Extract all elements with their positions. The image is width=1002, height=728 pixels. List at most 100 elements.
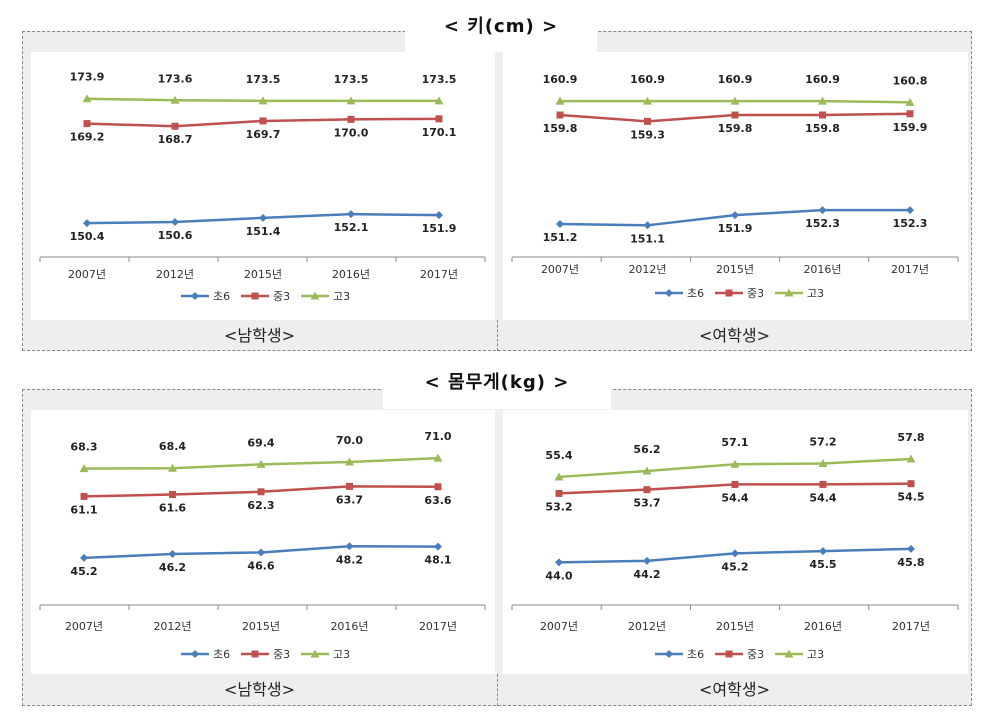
x-tick-label: 2016년 <box>330 620 368 633</box>
data-label: 173.5 <box>246 73 281 86</box>
x-tick-label: 2016년 <box>332 268 370 281</box>
data-point-고3 <box>818 96 827 105</box>
data-label: 45.8 <box>897 556 924 569</box>
data-label: 68.4 <box>159 440 186 453</box>
legend-label-초6: 초6 <box>687 648 704 661</box>
height-female-chart: 2007년 2012년 2015년 2016년 2017년 151.2 151.1 151.9… <box>511 73 959 300</box>
data-label: 160.9 <box>718 73 753 86</box>
data-point-초6 <box>907 544 915 553</box>
data-label: 152.3 <box>805 217 840 230</box>
x-tick-label: 2015년 <box>242 620 280 633</box>
data-label: 48.1 <box>424 554 451 567</box>
data-label: 54.5 <box>897 491 924 504</box>
data-point-중3 <box>644 117 651 125</box>
legend-label-중3: 중3 <box>747 648 764 661</box>
data-point-초6 <box>168 550 177 558</box>
data-label: 71.0 <box>424 430 451 443</box>
data-point-중3 <box>347 115 355 123</box>
x-tick-label: 2017년 <box>420 268 458 281</box>
legend-label-초6: 초6 <box>687 287 704 300</box>
data-point-중3 <box>169 491 176 498</box>
data-point-중3 <box>257 488 265 496</box>
data-label: 151.1 <box>630 232 665 245</box>
data-label: 54.4 <box>809 491 836 504</box>
data-point-중3 <box>643 486 651 494</box>
data-label: 45.2 <box>70 565 97 578</box>
data-point-고3 <box>256 459 266 468</box>
data-label: 45.2 <box>721 560 748 573</box>
data-point-고3 <box>905 97 915 106</box>
data-point-중3 <box>819 111 826 119</box>
data-label: 57.8 <box>897 431 924 444</box>
weight-male-chart: 2007년 2012년 2015년 2016년 2017년 45.2 46.2 46.6 48.… <box>39 430 486 661</box>
data-label: 159.8 <box>718 122 753 135</box>
x-tick-label: 2016년 <box>803 263 841 276</box>
data-point-중3 <box>555 489 563 497</box>
data-label: 173.6 <box>158 72 193 85</box>
x-tick-label: 2016년 <box>804 620 842 633</box>
x-tick-label: 2012년 <box>628 263 666 276</box>
data-label: 44.0 <box>545 569 572 582</box>
x-tick-label: 2015년 <box>716 620 754 633</box>
legend-label-중3: 중3 <box>273 290 290 303</box>
legend-label-초6: 초6 <box>213 648 230 661</box>
weight-female-chart: 2007년 2012년 2015년 2016년 2017년 44.0 44.2 45.2 45.… <box>511 431 959 661</box>
x-tick-label: 2017년 <box>892 620 930 633</box>
data-label: 151.9 <box>422 222 457 235</box>
height-female-caption: <여학생> <box>699 326 770 345</box>
height-female-panel: 2007년 2012년 2015년 2016년 2017년 151.2 151.1 151.9… <box>503 52 968 320</box>
data-point-고3 <box>82 94 92 103</box>
data-point-고3 <box>79 464 89 473</box>
data-point-중3 <box>259 117 267 125</box>
data-point-초6 <box>434 542 442 551</box>
legend-marker-중3 <box>251 650 259 658</box>
legend-label-초6: 초6 <box>213 290 230 303</box>
legend-marker-초6 <box>191 650 199 658</box>
data-label: 152.3 <box>893 217 928 230</box>
data-point-고3 <box>730 96 740 105</box>
data-point-초6 <box>259 213 267 222</box>
x-tick-label: 2007년 <box>65 620 103 633</box>
data-label: 150.6 <box>158 229 193 242</box>
data-label: 63.6 <box>424 494 451 507</box>
height-male-chart: 2007년 2012년 2015년 2016년 2017년 150.4 150.6 151.4… <box>39 71 486 303</box>
data-label: 160.9 <box>543 73 578 86</box>
data-label: 160.8 <box>893 74 928 87</box>
data-label: 68.3 <box>70 441 97 454</box>
data-label: 57.2 <box>809 435 836 448</box>
data-point-초6 <box>643 556 651 565</box>
x-tick-label: 2012년 <box>628 620 666 633</box>
data-point-고3 <box>642 466 652 475</box>
weight-female-panel: 2007년 2012년 2015년 2016년 2017년 44.0 44.2 45.2 45.… <box>503 410 968 674</box>
data-point-중3 <box>80 492 88 500</box>
data-point-초6 <box>731 211 739 220</box>
legend-marker-고3 <box>784 649 794 658</box>
legend-marker-고3 <box>784 288 794 297</box>
legend-label-중3: 중3 <box>747 287 764 300</box>
x-tick-label: 2007년 <box>541 263 579 276</box>
legend-label-중3: 중3 <box>273 648 290 661</box>
data-label: 159.8 <box>543 122 578 135</box>
data-point-중3 <box>819 480 827 488</box>
data-point-중3 <box>731 480 739 488</box>
data-point-고3 <box>170 95 180 104</box>
data-label: 70.0 <box>336 434 363 447</box>
legend-marker-초6 <box>191 292 199 300</box>
data-point-초6 <box>731 549 739 558</box>
data-label: 160.9 <box>805 73 840 86</box>
data-label: 46.2 <box>159 561 186 574</box>
legend-marker-초6 <box>665 650 673 658</box>
weight-female-caption: <여학생> <box>699 680 770 699</box>
data-label: 54.4 <box>721 491 748 504</box>
legend-marker-중3 <box>725 289 733 297</box>
height-male-caption: <남학생> <box>224 326 295 345</box>
height-male-panel: 2007년 2012년 2015년 2016년 2017년 150.4 150.6 151.4… <box>31 52 495 320</box>
data-label: 152.1 <box>334 221 369 234</box>
legend-label-고3: 고3 <box>333 648 350 661</box>
weight-caption-divider <box>497 674 498 706</box>
data-point-고3 <box>346 96 356 105</box>
data-label: 169.7 <box>246 128 281 141</box>
data-point-고3 <box>554 472 564 481</box>
x-tick-label: 2017년 <box>891 263 929 276</box>
data-point-초6 <box>171 218 179 227</box>
